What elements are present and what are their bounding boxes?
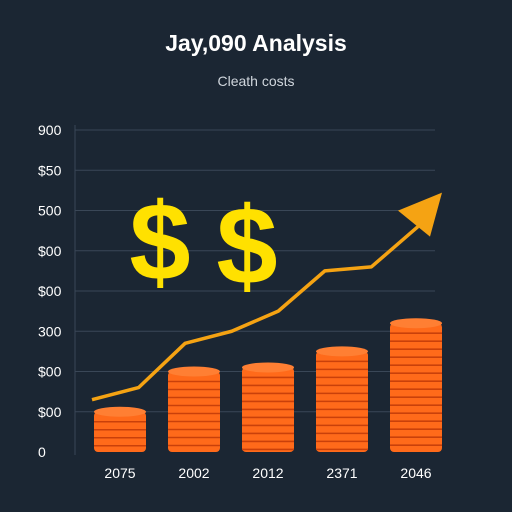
x-tick-label: 2012 [252,465,283,481]
trend-line [91,192,442,402]
chart-subtitle: Cleath costs [217,73,295,89]
bar-body [168,371,220,452]
grid-lines [74,125,435,455]
bar-top [316,346,368,357]
bar-top [168,366,220,377]
bar [168,366,220,452]
trend-arrow-icon [398,192,442,237]
x-tick-label: 2046 [400,465,431,481]
bar-top [94,406,146,417]
x-tick-label: 2371 [326,465,357,481]
x-tick-label: 2002 [178,465,209,481]
y-tick-label: $00 [38,283,62,299]
y-tick-label: $00 [38,243,62,259]
y-tick-label: 0 [38,444,46,460]
trend-line-path [91,225,420,402]
dollar-signs: $ $ [129,181,277,308]
bar-top [390,318,442,329]
y-tick-label: 300 [38,323,62,339]
bar-body [390,323,442,452]
y-tick-label: 900 [38,122,62,138]
bar [242,362,294,452]
chart-title: Jay,090 Analysis [165,30,347,56]
bar [94,406,146,452]
y-axis-ticks: 0 $00 $00 300 $00 $00 500 $50 900 [38,122,62,460]
x-tick-label: 2075 [104,465,135,481]
y-tick-label: $00 [38,404,62,420]
y-tick-label: $00 [38,364,62,380]
dollar-sign-icon: $ [216,185,277,308]
y-tick-label: 500 [38,203,62,219]
bars [94,318,442,452]
bar-top [242,362,294,373]
bar [316,346,368,452]
x-axis-ticks: 2075 2002 2012 2371 2046 [104,465,431,481]
y-tick-label: $50 [38,162,62,178]
dollar-sign-icon: $ [129,181,190,304]
bar [390,318,442,452]
